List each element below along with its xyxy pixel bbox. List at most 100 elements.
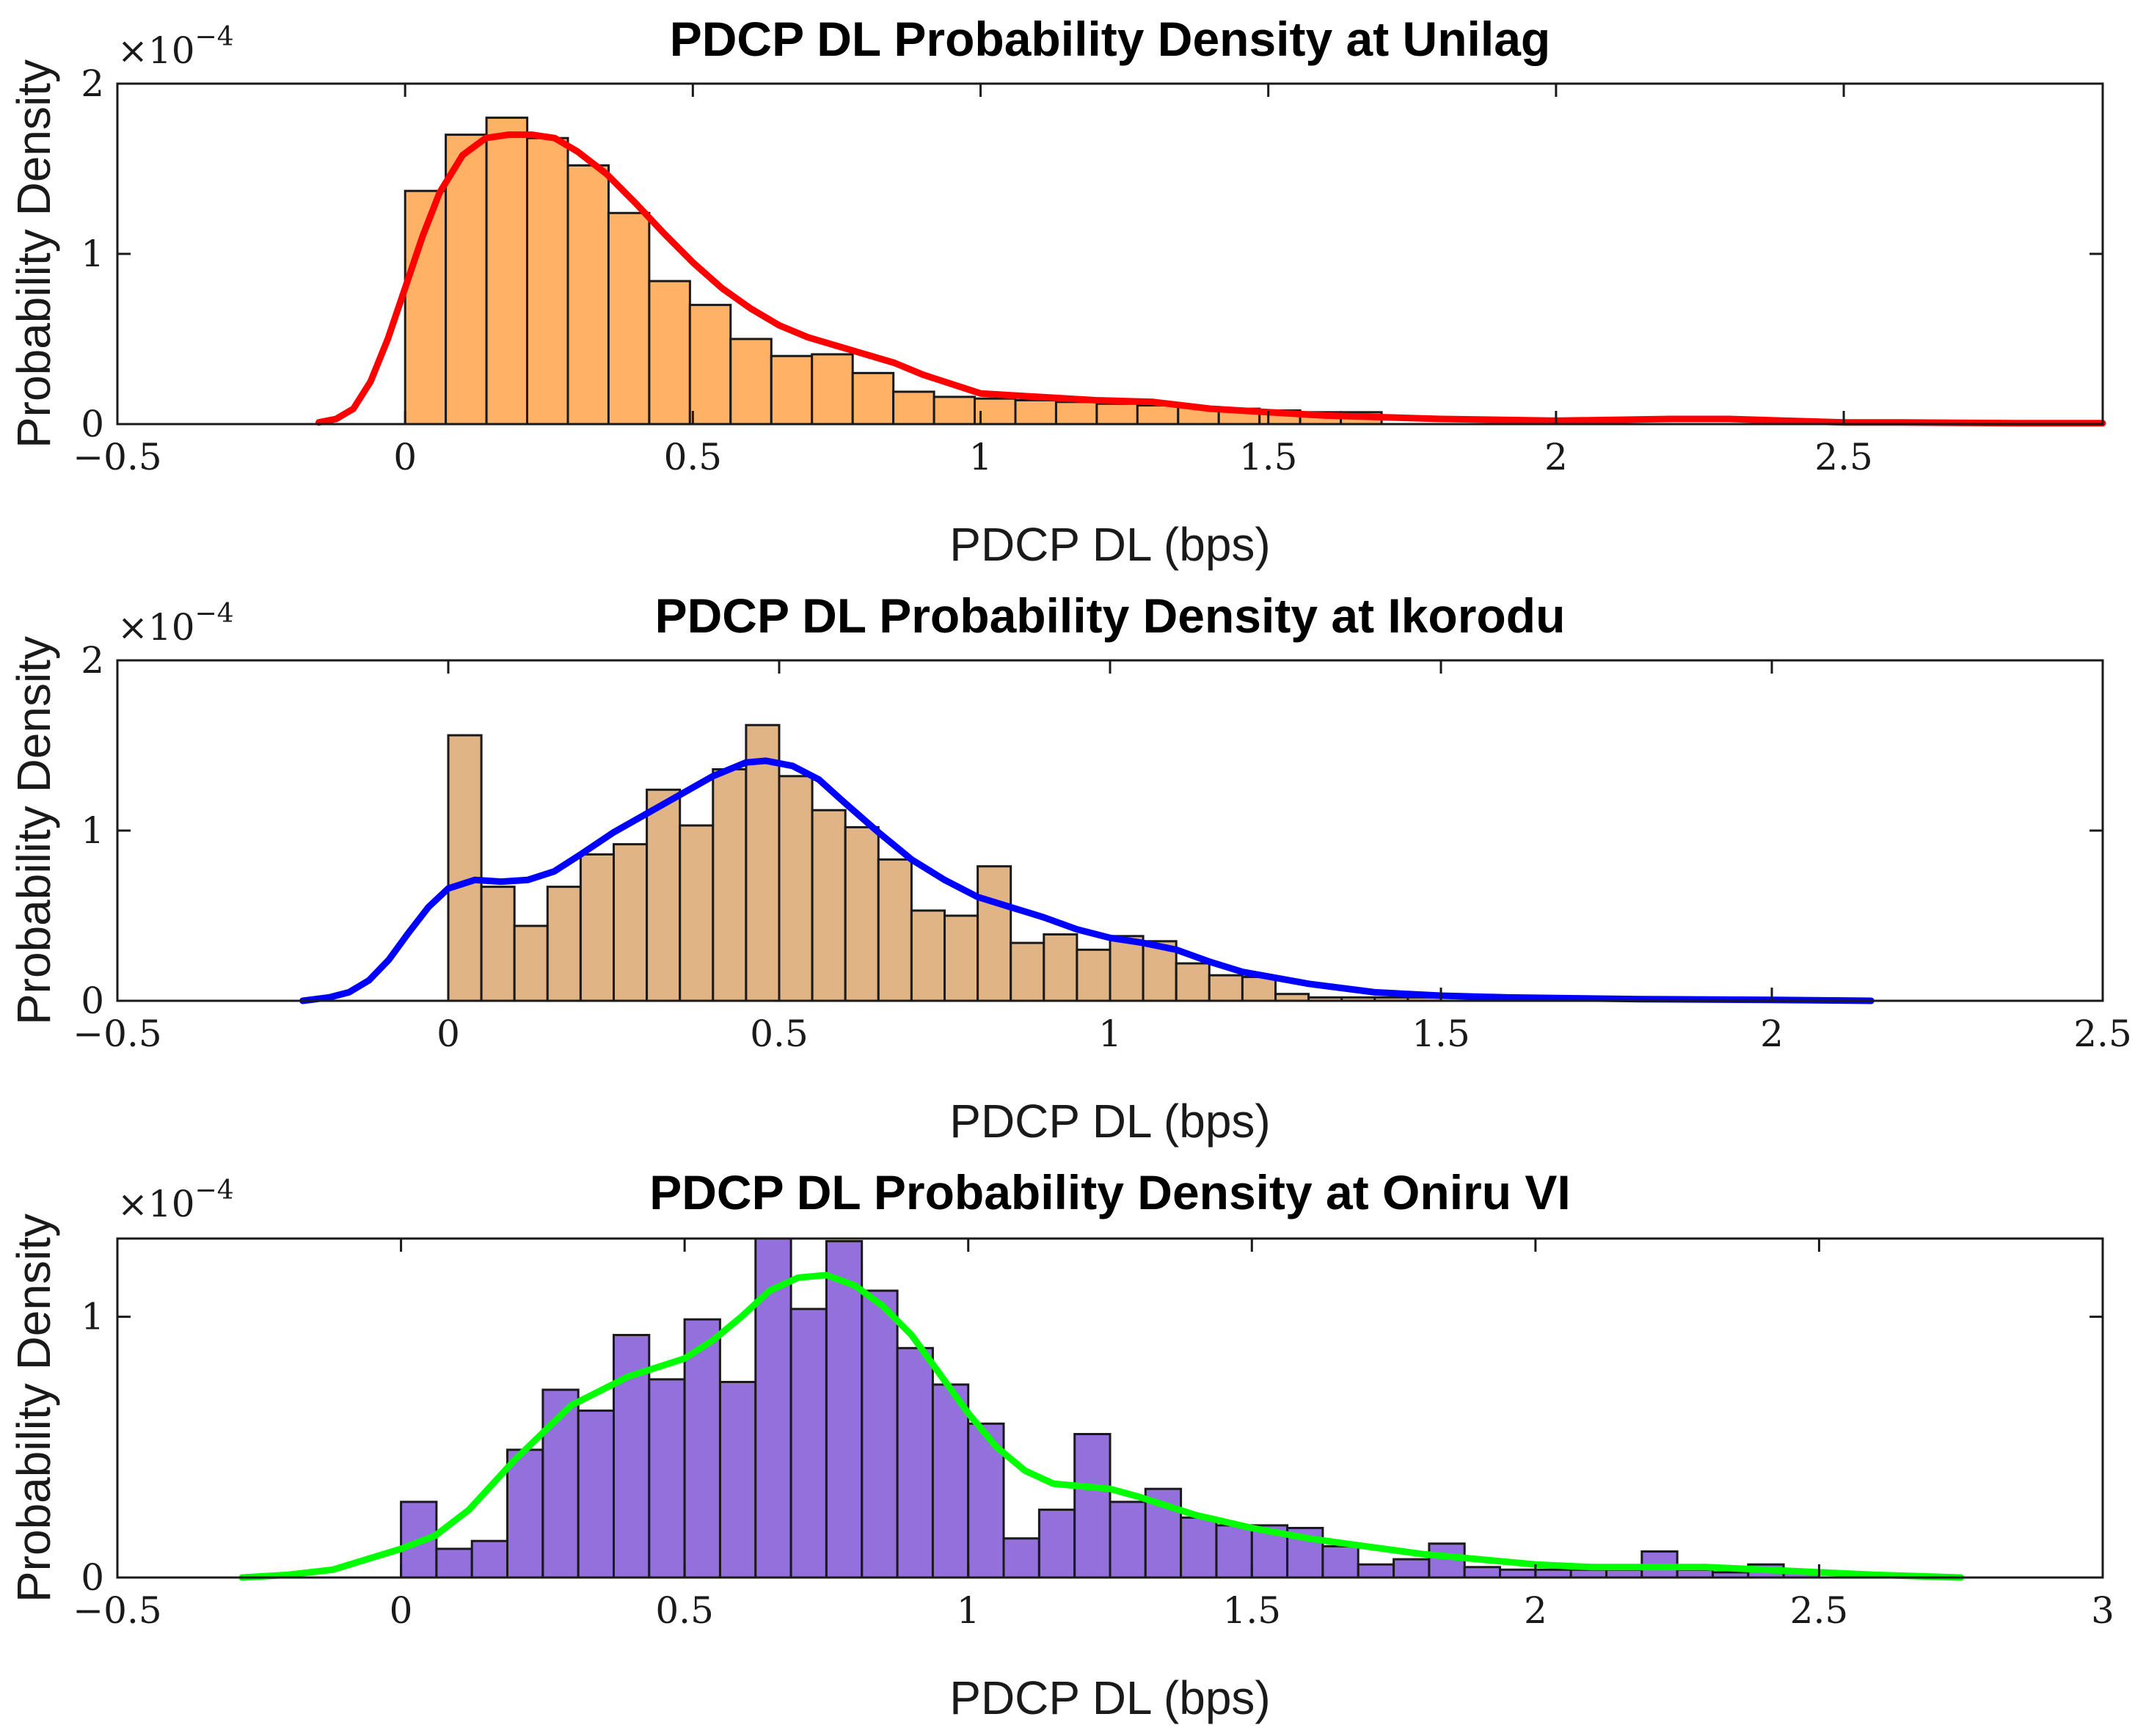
- y-tick-label: 1: [81, 809, 104, 852]
- histogram-bar: [435, 1547, 473, 1579]
- histogram-bar: [1002, 1537, 1040, 1579]
- histogram-bar: [470, 1539, 509, 1579]
- chart-title-oniru-vi: PDCP DL Probability Density at Oniru VI: [649, 1165, 1570, 1219]
- histogram-bar: [719, 1381, 757, 1579]
- axes-frame-ikorodu: [116, 659, 2104, 1002]
- y-axis-label-oniru-vi: Probability Density: [7, 1214, 60, 1602]
- histogram-bar: [1605, 1568, 1643, 1579]
- histogram-bar: [1095, 402, 1139, 426]
- exponent-label-ikorodu: ×10−4: [117, 599, 234, 649]
- histogram-bar: [861, 1289, 899, 1579]
- histogram-bar: [933, 395, 977, 426]
- x-tick-label: 0.5: [750, 1013, 809, 1055]
- histogram-bar: [851, 371, 895, 426]
- x-axis-label-oniru-vi: PDCP DL (bps): [949, 1671, 1270, 1724]
- histogram-bar: [1136, 404, 1180, 426]
- histogram-bar: [1534, 1568, 1572, 1579]
- histogram-bar: [1463, 1566, 1501, 1579]
- ticks-oniru-vi: −0.5 0 0.5 1 1.5 2 2.5 301: [73, 1239, 2114, 1632]
- bars-unilag: [404, 116, 1383, 426]
- x-tick-label: 1: [957, 1589, 980, 1632]
- histogram-bar: [770, 354, 814, 426]
- histogram-bar: [1073, 1433, 1112, 1579]
- histogram-bar: [729, 338, 773, 426]
- subplot-oniru-vi: PDCP DL Probability Density at Oniru VI …: [7, 1165, 2114, 1724]
- histogram-bar: [1241, 976, 1277, 1002]
- histogram-bar: [648, 1378, 686, 1579]
- histogram-bar: [1215, 1524, 1253, 1579]
- density-curve-unilag: [315, 131, 2106, 427]
- histogram-bar: [607, 211, 651, 426]
- histogram-bar: [877, 858, 913, 1002]
- histogram-bar: [1676, 1568, 1714, 1579]
- y-tick-label: 0: [81, 403, 104, 445]
- x-tick-label: 1: [1098, 1013, 1122, 1055]
- histogram-bar: [789, 1308, 828, 1579]
- y-tick-label: 2: [81, 639, 104, 682]
- density-curve-oniru-vi: [238, 1272, 1965, 1581]
- x-tick-label: 2: [1524, 1589, 1547, 1632]
- histogram-bar: [1037, 1509, 1076, 1579]
- histogram-bar: [944, 914, 979, 1002]
- histogram-bar: [485, 116, 529, 426]
- histogram-bar: [683, 1318, 721, 1579]
- histogram-bar: [1109, 1500, 1147, 1579]
- bars-oniru-vi: [400, 1237, 1820, 1579]
- subplot-ikorodu: PDCP DL Probability Density at Ikorodu ×…: [7, 588, 2132, 1148]
- x-tick-label: 0: [393, 436, 417, 478]
- bars-ikorodu: [447, 723, 1442, 1002]
- histogram-bar: [977, 865, 1012, 1002]
- axes-frame-oniru-vi: [116, 1237, 2104, 1579]
- histogram-bar: [745, 723, 781, 1002]
- exponent-label-unilag: ×10−4: [117, 22, 234, 72]
- histogram-bar: [1109, 935, 1145, 1002]
- histogram-bar: [546, 886, 582, 1002]
- histogram-bar: [778, 775, 814, 1002]
- histogram-bar: [825, 1240, 864, 1579]
- x-tick-label: 0: [437, 1013, 460, 1055]
- histogram-bar: [896, 1346, 934, 1579]
- histogram-bar: [844, 825, 880, 1002]
- exponent-label-oniru-vi: ×10−4: [117, 1175, 234, 1225]
- histogram-bar: [712, 768, 748, 1002]
- histogram-bar: [892, 390, 935, 426]
- x-tick-label: −0.5: [73, 1589, 161, 1632]
- histogram-bar: [1208, 974, 1244, 1002]
- histogram-bar: [910, 909, 946, 1002]
- histogram-bar: [480, 886, 516, 1002]
- histogram-bar: [1014, 399, 1057, 426]
- histogram-bar: [648, 280, 691, 426]
- histogram-bar: [1569, 1568, 1607, 1579]
- histogram-bar: [1357, 1563, 1395, 1579]
- x-tick-label: 2.5: [2073, 1013, 2132, 1055]
- histogram-bar: [1499, 1568, 1537, 1579]
- x-tick-label: 3: [2091, 1589, 2114, 1632]
- histogram-bar: [688, 304, 732, 426]
- histogram-bar: [577, 1409, 616, 1579]
- histogram-bar: [1010, 941, 1045, 1002]
- histogram-bar: [679, 824, 715, 1002]
- histogram-bar: [445, 134, 488, 426]
- axes-frame-unilag: [116, 82, 2104, 426]
- y-tick-label: 1: [81, 233, 104, 275]
- histogram-bar: [931, 1383, 970, 1579]
- histogram-bar: [447, 734, 483, 1002]
- x-axis-label-ikorodu: PDCP DL (bps): [949, 1095, 1270, 1148]
- x-tick-label: 2: [1760, 1013, 1784, 1055]
- histogram-bar: [1180, 1516, 1218, 1579]
- histogram-bar: [1175, 962, 1211, 1002]
- x-tick-label: −0.5: [73, 1013, 161, 1055]
- x-tick-label: −0.5: [73, 436, 161, 478]
- x-tick-label: 2: [1544, 436, 1568, 478]
- y-tick-label: 2: [81, 62, 104, 105]
- y-tick-label: 1: [81, 1296, 104, 1338]
- x-tick-label: 2.5: [1790, 1589, 1849, 1632]
- y-tick-label: 0: [81, 1556, 104, 1599]
- density-curve-ikorodu: [299, 757, 1875, 1004]
- x-tick-label: 0: [390, 1589, 413, 1632]
- histogram-bar: [811, 809, 847, 1002]
- x-tick-label: 1.5: [1223, 1589, 1282, 1632]
- x-tick-label: 1: [969, 436, 993, 478]
